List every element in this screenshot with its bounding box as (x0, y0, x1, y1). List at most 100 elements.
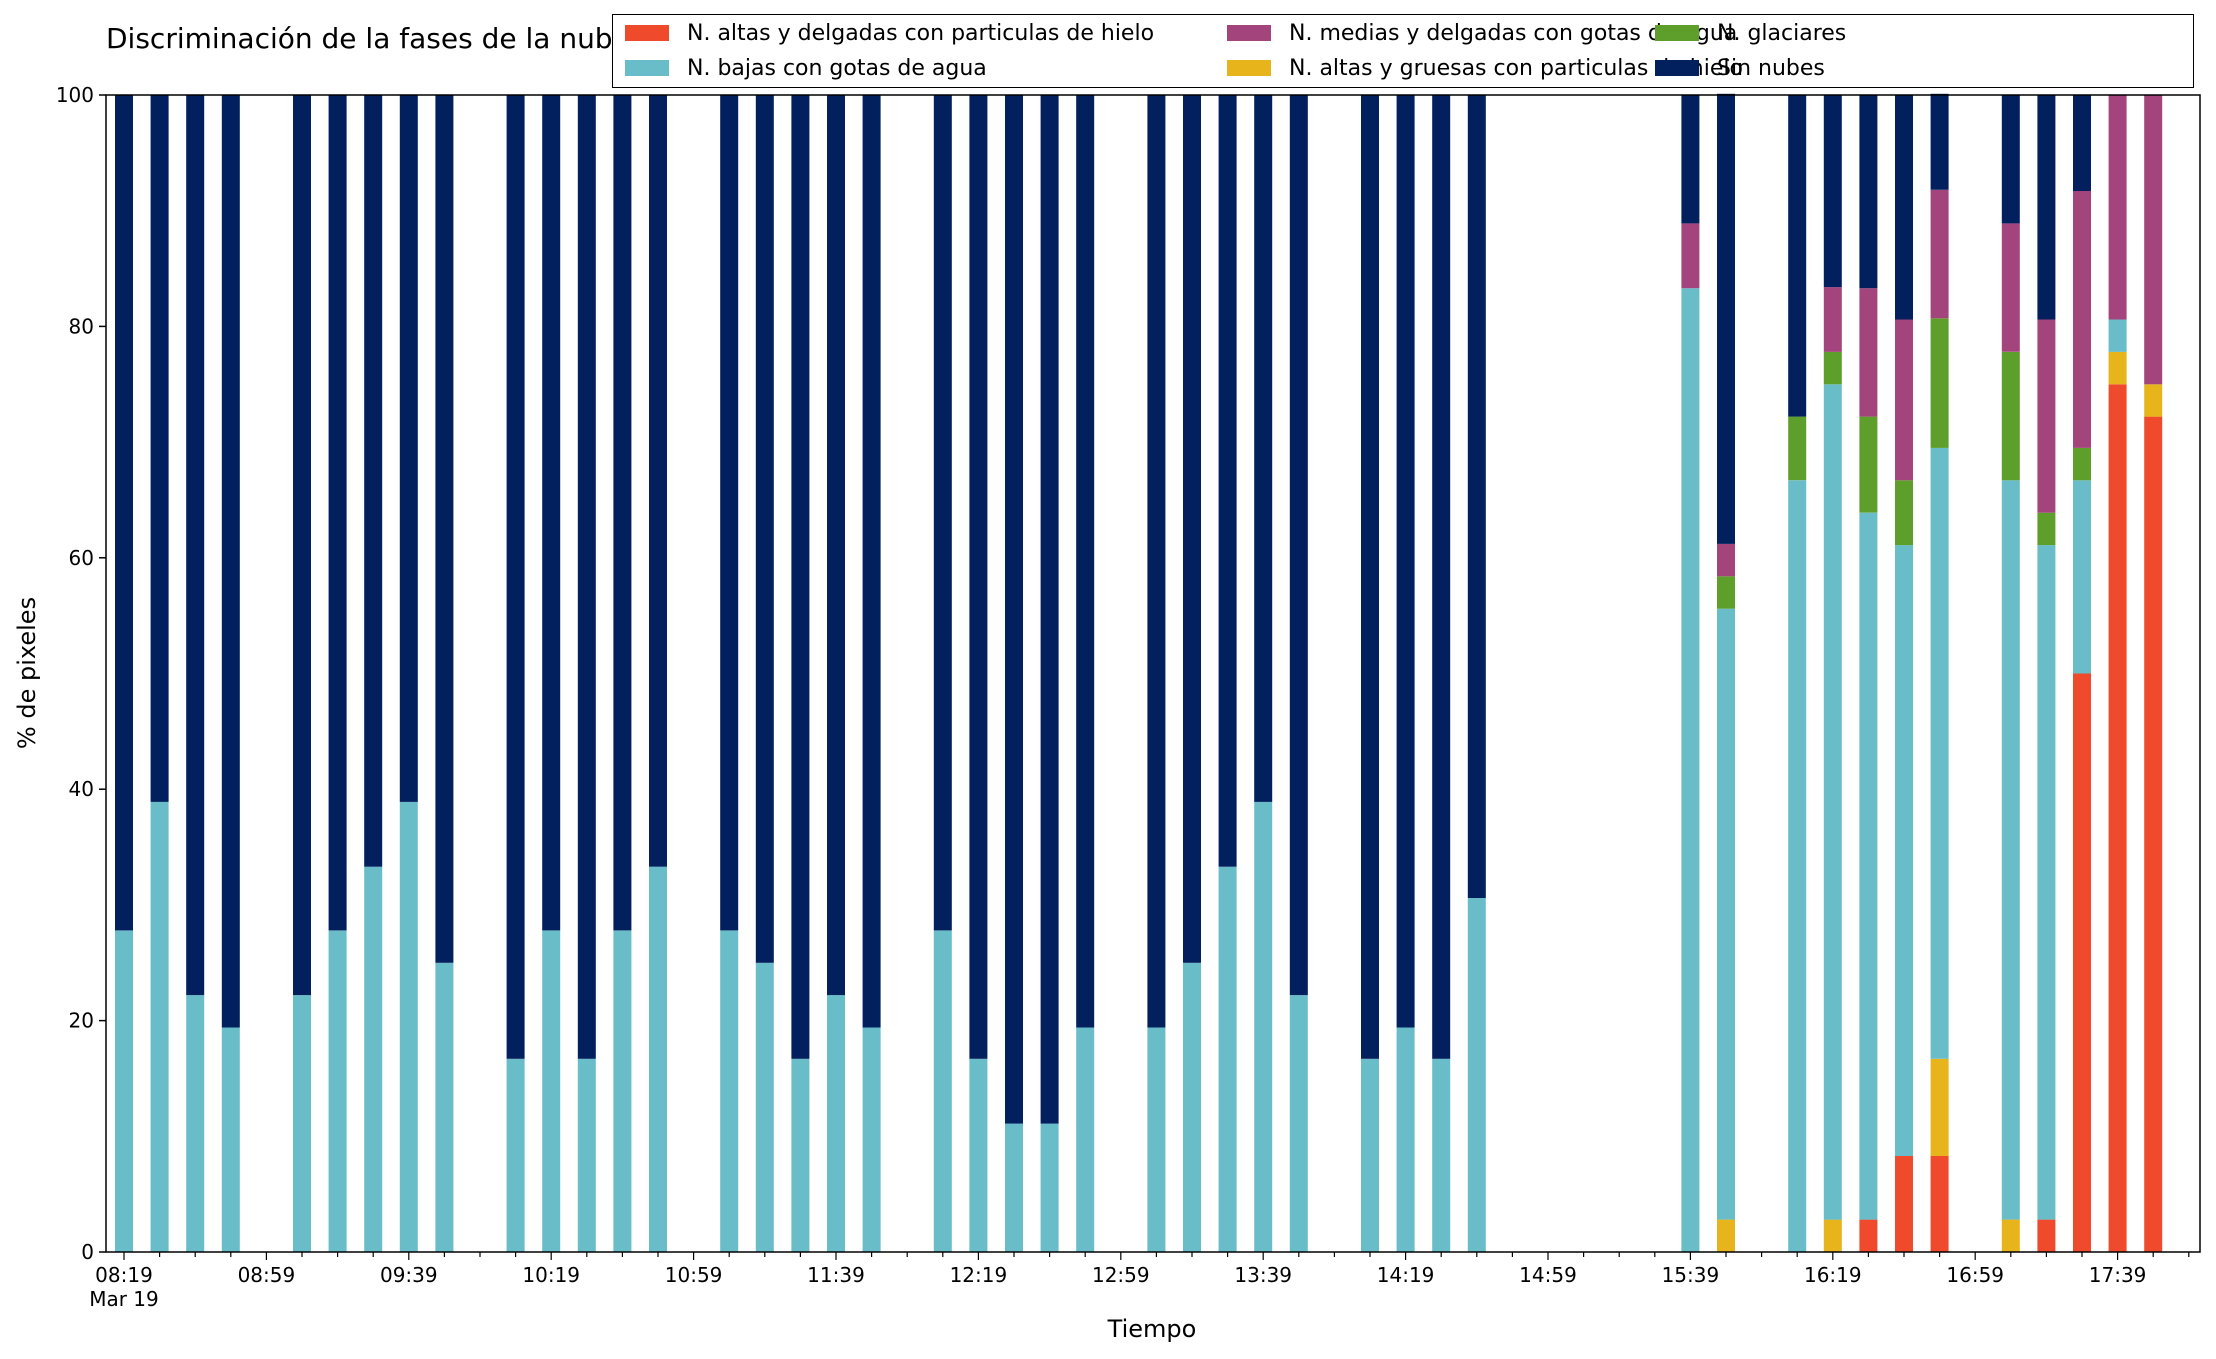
bar-segment-3-45 (1717, 576, 1735, 609)
bar-segment-5-50 (1895, 95, 1913, 320)
bar-segment-2-8 (399, 801, 418, 1252)
x-date-label: Mar 19 (89, 1287, 159, 1311)
bar-segment-5-1 (150, 95, 169, 802)
bar-segment-5-0 (115, 95, 133, 931)
bar-segment-2-14 (613, 930, 632, 1252)
bar-segment-2-2 (186, 995, 205, 1252)
bar-segment-2-18 (755, 962, 774, 1253)
y-tick-label: 60 (69, 546, 94, 570)
bar-segment-2-13 (577, 1058, 596, 1252)
bar-segment-1-48 (1823, 1219, 1842, 1252)
bar-segment-2-19 (791, 1058, 810, 1252)
bar-segment-2-44 (1681, 288, 1700, 1252)
bar-segment-5-45 (1717, 93, 1735, 544)
bar-segment-2-36 (1396, 1027, 1415, 1252)
bar-segment-5-47 (1788, 95, 1807, 417)
bar-segment-1-45 (1717, 1219, 1735, 1252)
bar-segment-2-12 (542, 930, 561, 1252)
bar-segment-4-54 (2037, 319, 2056, 513)
bar-segment-5-53 (2001, 95, 2020, 224)
bar-segment-5-8 (399, 95, 418, 802)
bar-segment-5-55 (2073, 95, 2091, 191)
bar-segment-4-45 (1717, 543, 1735, 577)
bar-segment-2-5 (293, 995, 311, 1252)
bar-segment-0-51 (1930, 1156, 1949, 1252)
bar-segment-5-54 (2037, 95, 2056, 320)
x-tick-label: 08:19 (95, 1263, 153, 1287)
bar-segment-5-33 (1289, 95, 1308, 996)
bar-segment-2-29 (1147, 1027, 1166, 1252)
legend-swatch (1227, 60, 1271, 76)
bar-segment-2-49 (1859, 512, 1878, 1220)
bar-segment-2-21 (862, 1027, 881, 1252)
y-tick-label: 0 (81, 1240, 94, 1264)
bar-segment-2-48 (1823, 384, 1842, 1220)
x-tick-label: 16:19 (1804, 1263, 1862, 1287)
bar-segment-3-53 (2001, 351, 2020, 481)
y-tick-label: 20 (69, 1009, 94, 1033)
x-tick-label: 08:59 (238, 1263, 296, 1287)
bar-segment-5-37 (1432, 95, 1451, 1059)
bar-segment-5-17 (720, 95, 739, 931)
legend-swatch (1655, 60, 1699, 76)
legend-label: N. bajas con gotas de agua (687, 55, 987, 81)
bar-segment-1-56 (2108, 351, 2127, 385)
bar-segment-4-44 (1681, 223, 1700, 289)
bar-segment-5-5 (293, 95, 311, 996)
bar-segment-4-56 (2108, 95, 2127, 320)
chart-legend: N. altas y delgadas con particulas de hi… (612, 14, 2194, 88)
bar-segment-4-48 (1823, 287, 1842, 352)
legend-item: N. medias y delgadas con gotas de agua (1227, 18, 1737, 48)
x-tick-label: 13:39 (1234, 1263, 1292, 1287)
bar-segment-5-9 (435, 95, 454, 963)
bar-segment-2-54 (2037, 545, 2056, 1220)
bar-segment-5-32 (1254, 95, 1273, 802)
bar-segment-5-20 (827, 95, 845, 996)
bar-segment-2-45 (1717, 608, 1735, 1220)
legend-swatch (625, 60, 669, 76)
legend-label: Sin nubes (1717, 55, 1825, 81)
bar-segment-5-18 (755, 95, 774, 963)
bar-segment-5-44 (1681, 95, 1700, 224)
bar-segment-5-26 (1040, 95, 1059, 1124)
bar-segment-5-21 (862, 95, 881, 1028)
x-tick-label: 12:19 (950, 1263, 1008, 1287)
bar-segment-5-25 (1005, 95, 1023, 1124)
bar-segment-2-53 (2001, 480, 2020, 1220)
bar-segment-3-48 (1823, 351, 1842, 385)
bar-segment-0-56 (2108, 384, 2127, 1253)
bar-segment-4-50 (1895, 319, 1913, 481)
bar-segment-5-19 (791, 95, 810, 1059)
bar-segment-2-30 (1183, 962, 1201, 1253)
bar-segment-5-51 (1930, 93, 1949, 190)
bar-segment-2-0 (115, 930, 133, 1252)
bar-segment-4-51 (1930, 189, 1949, 319)
bar-segment-2-27 (1076, 1027, 1095, 1252)
legend-item: N. altas y delgadas con particulas de hi… (625, 18, 1154, 48)
bar-segment-2-37 (1432, 1058, 1451, 1252)
bar-segment-3-47 (1788, 416, 1807, 481)
bar-segment-2-3 (221, 1027, 240, 1252)
bar-segment-2-35 (1361, 1058, 1379, 1252)
legend-item: N. bajas con gotas de agua (625, 53, 987, 83)
bar-segment-2-55 (2073, 480, 2091, 674)
bar-segment-3-50 (1895, 480, 1913, 546)
bar-segment-2-32 (1254, 801, 1273, 1252)
x-tick-label: 10:19 (522, 1263, 580, 1287)
bar-segment-2-51 (1930, 447, 1949, 1059)
plot-frame (105, 94, 2201, 1253)
bar-segment-0-54 (2037, 1219, 2056, 1252)
bar-segment-4-49 (1859, 288, 1878, 417)
bar-segment-0-57 (2144, 416, 2163, 1253)
x-tick-label: 09:39 (380, 1263, 438, 1287)
bar-segment-2-50 (1895, 545, 1913, 1156)
legend-label: N. glaciares (1717, 20, 1847, 46)
legend-swatch (625, 25, 669, 41)
bar-segment-2-25 (1005, 1123, 1023, 1252)
bar-segment-2-56 (2108, 319, 2127, 352)
bar-segment-2-38 (1467, 898, 1486, 1252)
bar-segment-2-23 (933, 930, 952, 1252)
legend-item: Sin nubes (1655, 53, 1825, 83)
bar-segment-2-11 (506, 1058, 525, 1252)
